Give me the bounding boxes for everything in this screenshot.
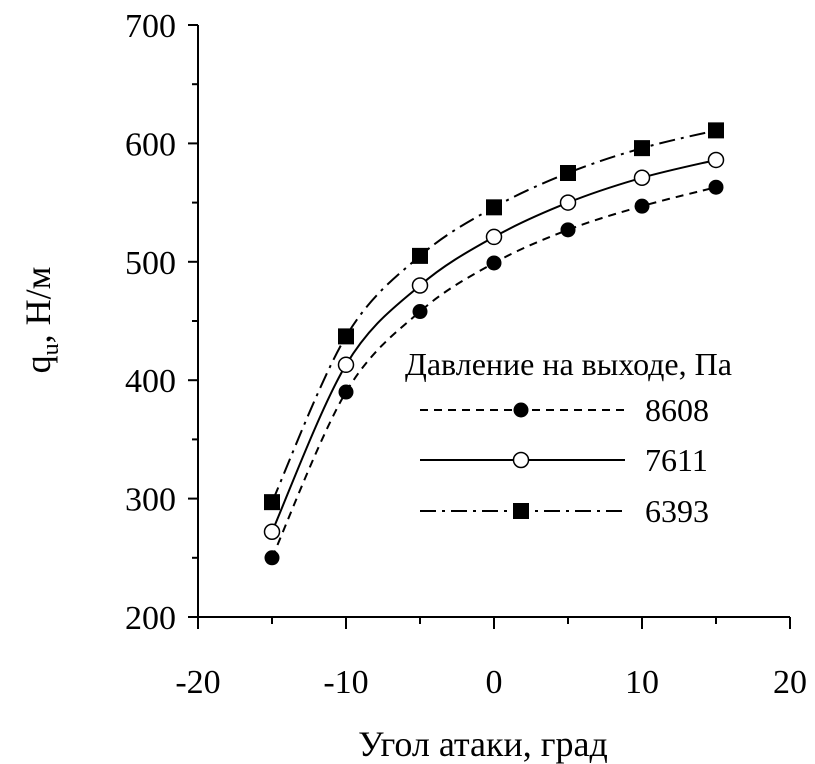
- y-tick-label: 700: [125, 8, 176, 45]
- legend-title: Давление на выходе, Па: [405, 346, 732, 382]
- series-7611: [263, 151, 725, 541]
- data-point-7611: [337, 356, 355, 374]
- legend-label: 7611: [645, 442, 708, 478]
- x-axis-title: Угол атаки, град: [358, 724, 608, 764]
- data-point-8608: [264, 550, 280, 566]
- data-point-7611: [411, 277, 429, 294]
- data-point-8608: [560, 222, 576, 238]
- data-point-6393: [486, 199, 502, 216]
- y-axis-title-unit: , Н/м: [18, 267, 58, 344]
- data-point-7611: [633, 169, 651, 186]
- y-tick-label: 200: [125, 600, 176, 637]
- data-point-8608: [486, 255, 502, 271]
- series-8608: [264, 179, 724, 566]
- data-point-8608: [634, 198, 650, 214]
- y-tick-label: 600: [125, 126, 176, 163]
- legend-marker: [513, 503, 529, 519]
- data-point-7611: [263, 523, 281, 541]
- x-tick-label: -10: [323, 664, 368, 701]
- legend: Давление на выходе, Па 8608 7611 6393: [405, 346, 732, 529]
- data-point-6393: [264, 494, 280, 511]
- data-point-6393: [634, 140, 650, 157]
- legend-entry-7611: 7611: [420, 442, 708, 478]
- data-point-6393: [412, 247, 428, 264]
- y-tick-label: 500: [125, 245, 176, 282]
- legend-label: 6393: [645, 493, 709, 529]
- y-tick-label: 400: [125, 363, 176, 400]
- legend-marker: [512, 451, 530, 469]
- x-tick-label: -20: [175, 664, 220, 701]
- data-point-8608: [412, 304, 428, 320]
- y-tick-label: 300: [125, 482, 176, 519]
- data-point-7611: [485, 228, 503, 246]
- legend-marker: [513, 402, 529, 418]
- data-point-6393: [560, 165, 576, 181]
- legend-label: 8608: [645, 392, 709, 428]
- series-layer: [263, 122, 725, 566]
- data-point-6393: [338, 328, 354, 345]
- y-axis-title: qu, Н/м: [18, 267, 64, 374]
- x-tick-label: 20: [773, 664, 807, 701]
- x-tick-label: 0: [486, 664, 503, 701]
- x-tick-label: 10: [625, 664, 659, 701]
- legend-entry-8608: 8608: [420, 392, 709, 428]
- y-axis-title-sub: u: [38, 343, 64, 355]
- svg-text:qu, Н/м: qu, Н/м: [18, 267, 64, 374]
- data-point-8608: [338, 384, 354, 400]
- y-axis-title-main: q: [18, 355, 58, 373]
- data-point-8608: [708, 179, 724, 195]
- data-point-7611: [559, 194, 577, 211]
- data-point-6393: [708, 122, 724, 139]
- axes: 200 300 400 500 600 700 -20 -10 0 10 20: [125, 8, 807, 701]
- series-6393: [264, 122, 724, 511]
- legend-entry-6393: 6393: [420, 493, 709, 529]
- data-point-7611: [707, 151, 725, 169]
